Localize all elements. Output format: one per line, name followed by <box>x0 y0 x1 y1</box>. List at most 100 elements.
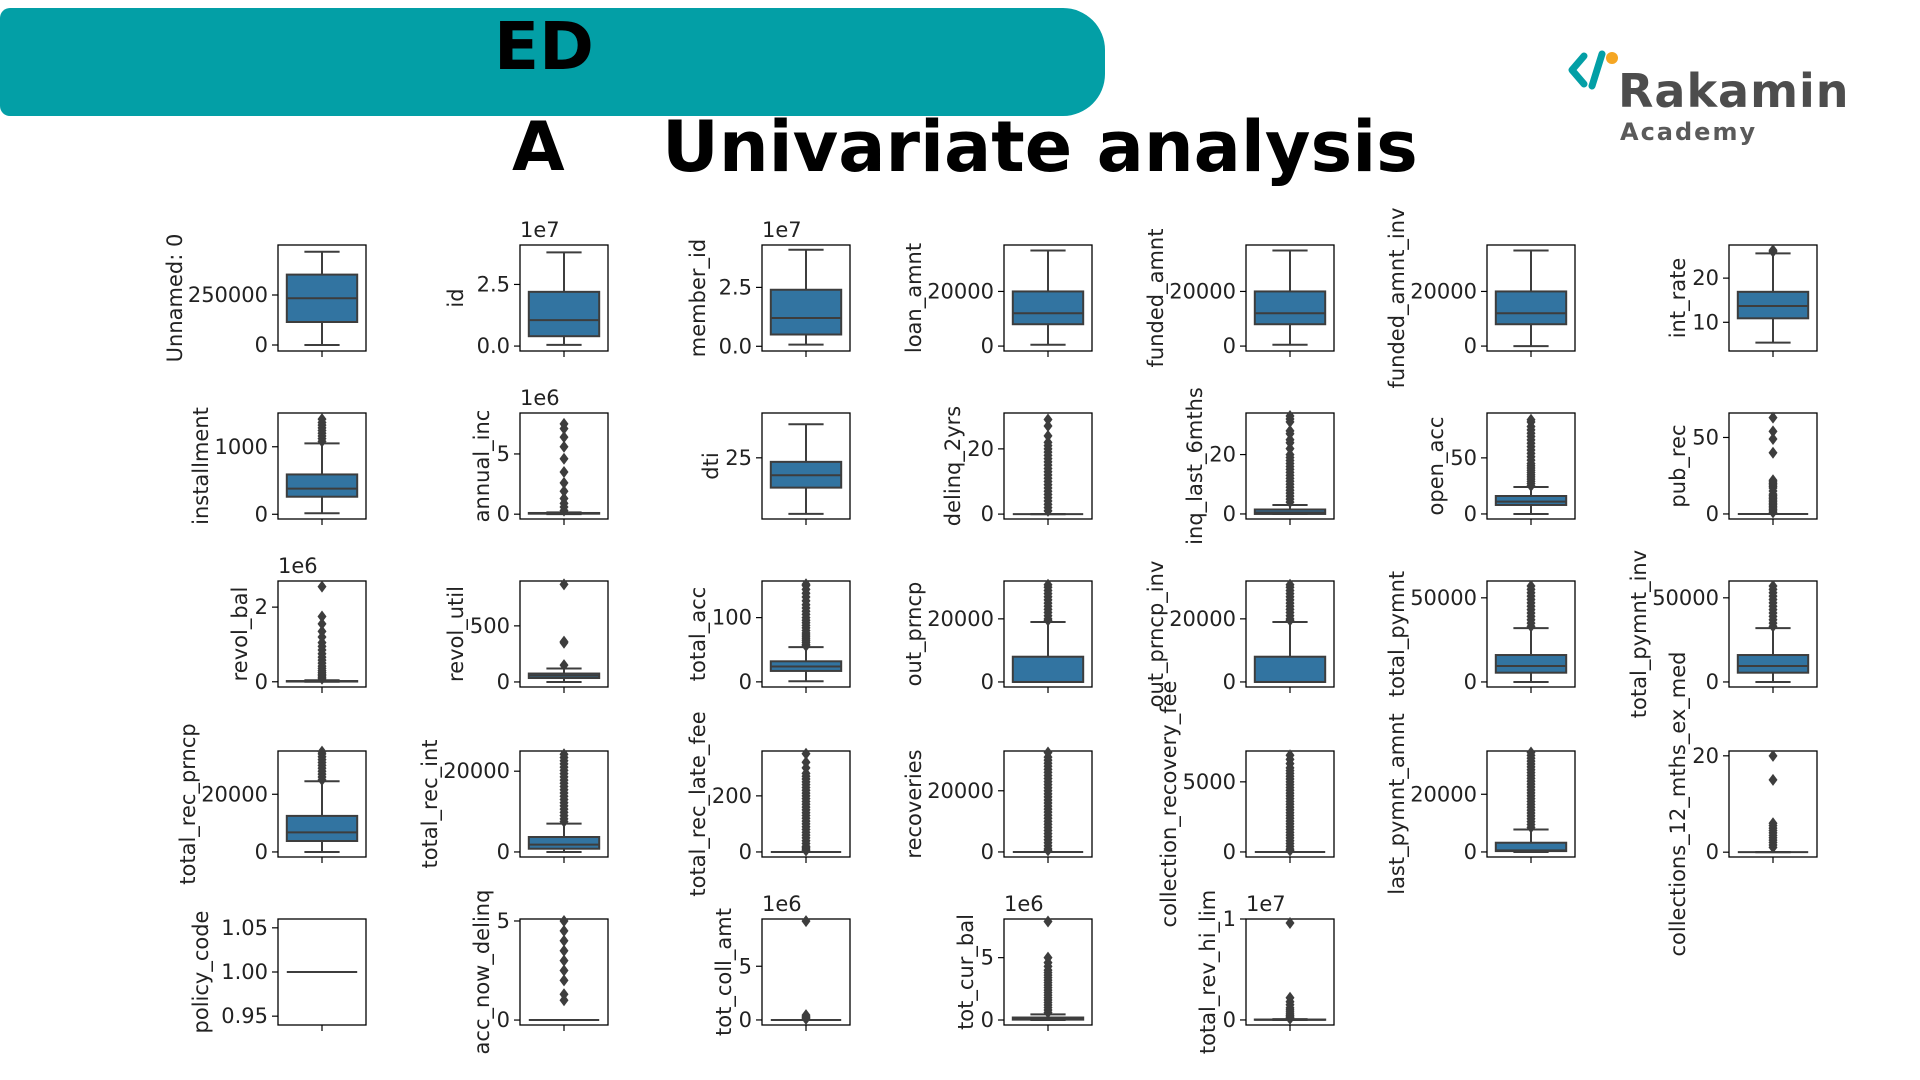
logo-name: Rakamin <box>1618 64 1850 118</box>
outlier-point <box>1285 424 1295 437</box>
y-tick-label: 0 <box>1223 502 1236 526</box>
variable-label: out_prncp_inv <box>1144 561 1169 708</box>
y-tick-label: 0 <box>739 1008 752 1032</box>
iqr-box <box>1253 290 1327 326</box>
iqr-box <box>1494 290 1568 326</box>
y-tick-label: 0 <box>981 1008 994 1032</box>
outlier-point <box>1043 915 1053 928</box>
variable-label: dti <box>699 452 723 479</box>
outlier-point <box>559 417 569 430</box>
y-tick-label: 0 <box>497 1008 510 1032</box>
y-tick-label: 0.0 <box>477 334 510 358</box>
y-tick-label: 0 <box>1706 840 1719 864</box>
y-tick-label: 0 <box>1223 1008 1236 1032</box>
outlier-point <box>1526 413 1536 426</box>
iqr-box <box>769 288 843 336</box>
outlier-point <box>317 617 327 630</box>
y-tick-label: 20000 <box>927 607 994 631</box>
variable-label: tot_cur_bal <box>954 914 979 1030</box>
boxplot-panel: 0 5 1e6 tot_cur_bal <box>954 892 1093 1032</box>
y-tick-label: 2 <box>255 595 268 619</box>
y-tick-label: 200 <box>712 784 752 808</box>
page-title: Univariate analysis <box>662 106 1418 188</box>
y-tick-label: 5 <box>981 946 994 970</box>
y-tick-label: 5 <box>497 909 510 933</box>
outlier-point <box>1768 817 1778 830</box>
outlier-point <box>1043 413 1053 426</box>
outlier-point <box>1768 474 1778 487</box>
outlier-point <box>559 964 569 977</box>
y-tick-label: 0 <box>255 333 268 357</box>
y-tick-label: 25 <box>725 446 752 470</box>
outlier-point <box>317 745 327 758</box>
outlier-point <box>1285 917 1295 930</box>
outlier-point <box>1043 951 1053 964</box>
axis-exponent: 1e6 <box>520 386 560 410</box>
outlier-point <box>559 431 569 444</box>
variable-label: acc_now_delinq <box>470 890 495 1055</box>
outlier-point <box>559 452 569 465</box>
outlier-point <box>559 635 569 648</box>
axis-exponent: 1e7 <box>762 218 802 242</box>
variable-label: open_acc <box>1424 417 1449 516</box>
variable-label: Unnamed: 0 <box>163 234 187 363</box>
title-banner <box>0 8 1105 116</box>
y-tick-label: 20000 <box>1410 279 1477 303</box>
axis-exponent: 1e7 <box>1246 892 1286 916</box>
y-tick-label: 500 <box>470 614 510 638</box>
variable-label: funded_amnt_inv <box>1385 207 1410 388</box>
axis-exponent: 1e6 <box>1004 892 1044 916</box>
y-tick-label: 0 <box>497 840 510 864</box>
y-tick-label: 0 <box>497 670 510 694</box>
y-tick-label: 250000 <box>188 283 268 307</box>
y-tick-label: 50 <box>1450 446 1477 470</box>
iqr-box <box>285 473 359 498</box>
variable-label: total_pymnt_inv <box>1627 550 1652 718</box>
boxplot-panel: 0 5 1e6 annual_inc <box>470 386 609 526</box>
outlier-point <box>559 988 569 1001</box>
y-tick-label: 0 <box>1223 840 1236 864</box>
y-tick-label: 0 <box>981 334 994 358</box>
axis-exponent: 1e7 <box>520 218 560 242</box>
outlier-point <box>317 580 327 593</box>
outlier-point <box>1768 411 1778 424</box>
variable-label: total_rec_late_fee <box>686 711 711 896</box>
outlier-point <box>1526 746 1536 759</box>
variable-label: member_id <box>686 239 711 357</box>
y-tick-label: 2.5 <box>477 272 510 296</box>
variable-label: inq_last_6mths <box>1183 387 1208 545</box>
y-tick-label: 1.00 <box>221 960 268 984</box>
y-tick-label: 0 <box>497 502 510 526</box>
y-tick-label: 0 <box>1464 840 1477 864</box>
y-tick-label: 20000 <box>1169 279 1236 303</box>
outlier-point <box>559 466 569 479</box>
outlier-point <box>1768 244 1778 257</box>
y-tick-label: 50000 <box>1652 586 1719 610</box>
variable-label: annual_inc <box>470 410 495 523</box>
iqr-box <box>1494 495 1568 506</box>
y-tick-label: 1.05 <box>221 916 268 940</box>
y-tick-label: 20000 <box>1410 782 1477 806</box>
y-tick-label: 100 <box>712 606 752 630</box>
rakamin-logo: Rakamin Academy <box>1560 50 1860 150</box>
y-tick-label: 0 <box>1223 670 1236 694</box>
iqr-box <box>285 814 359 842</box>
y-tick-label: 0 <box>1464 502 1477 526</box>
outlier-point <box>801 915 811 928</box>
outlier-point <box>559 954 569 967</box>
outlier-point <box>801 756 811 769</box>
outlier-point <box>1768 773 1778 786</box>
boxplot-panel: 0.95 1.00 1.05 policy_code <box>189 911 367 1033</box>
